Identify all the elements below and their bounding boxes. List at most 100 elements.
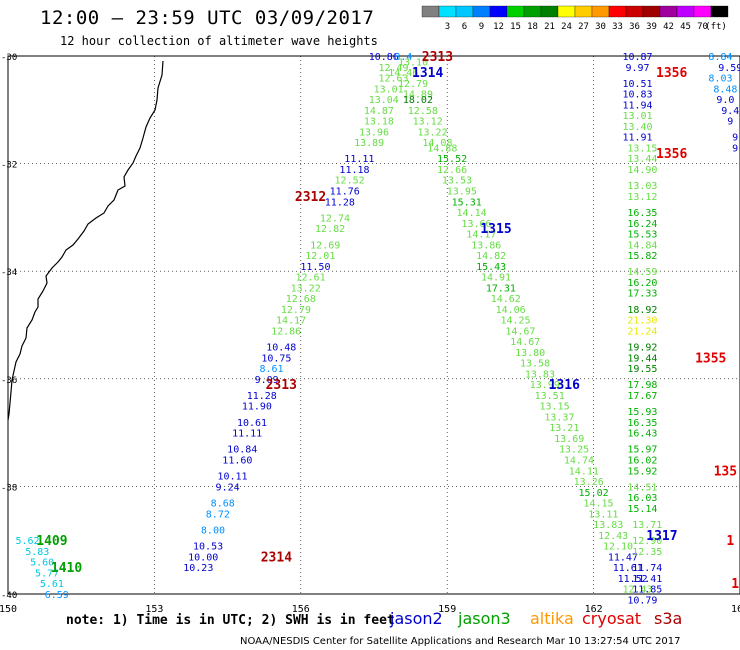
wave-height-value: 17.98 [627, 380, 657, 391]
wave-height-value: 8.68 [211, 499, 235, 510]
legend-swatch [557, 5, 576, 18]
wave-height-value: 17.31 [486, 283, 516, 294]
legend-label: 39 [646, 22, 657, 32]
legend-label: 70 [697, 22, 708, 32]
wave-height-value: 15.02 [579, 488, 609, 499]
wave-height-value: 10.61 [237, 418, 267, 429]
wave-height-value: 16.35 [627, 208, 657, 219]
wave-height-value: 13.80 [515, 348, 545, 359]
wave-height-value: 13.01 [374, 84, 404, 95]
wave-height-value: 9.4 [721, 106, 739, 117]
y-tick-label: -34 [1, 268, 17, 278]
wave-height-value: 14.08 [422, 138, 452, 149]
wave-height-value: 6.59 [45, 590, 69, 601]
wave-height-value: 8.4 [394, 52, 412, 63]
wave-height-value: 14.87 [364, 106, 394, 117]
wave-height-value: 14.88 [427, 143, 457, 154]
wave-height-value: 14.25 [500, 316, 530, 327]
y-tick-label: -40 [1, 591, 17, 601]
wave-height-value: 9 [732, 143, 738, 154]
wave-height-value: 15.82 [627, 251, 657, 262]
wave-height-value: 19.92 [627, 343, 657, 354]
legend-swatch [625, 5, 644, 18]
legend-swatch [540, 5, 559, 18]
pass-time-label: 2313 [422, 50, 453, 65]
wave-height-value: 9.24 [216, 482, 240, 493]
wave-height-value: 13.83 [593, 520, 623, 531]
page-subtitle: 12 hour collection of altimeter wave hei… [60, 34, 378, 48]
wave-height-value: 13.96 [359, 127, 389, 138]
wave-height-value: 16.20 [627, 278, 657, 289]
pass-time-label: 135 [714, 464, 737, 479]
wave-height-value: 15.52 [437, 154, 467, 165]
legend-swatch [574, 5, 593, 18]
wave-height-value: 5.62 [15, 536, 39, 547]
legend-label: 6 [462, 22, 467, 32]
tick-labels: 150 153 156 159 162 165 -30 -32 -34 -36 -38 -40 [0, 53, 740, 615]
wave-height-value: 12.10 [603, 542, 633, 553]
pass-time-label: 1355 [695, 351, 726, 366]
wave-height-value: 12.79 [398, 79, 428, 90]
legend-swatch [455, 5, 474, 18]
pass-time-label: 1356 [656, 66, 687, 81]
legend-label: 3 [445, 22, 450, 32]
legend-label: 15 [510, 22, 521, 32]
wave-height-value: 18.02 [403, 95, 433, 106]
credit-line: NOAA/NESDIS Center for Satellite Applica… [240, 636, 681, 647]
wave-height-value: 10.86 [369, 52, 399, 63]
legend-label: 42 [663, 22, 674, 32]
wave-height-value: 10.53 [193, 542, 223, 553]
wave-height-value: 13.03 [627, 181, 657, 192]
wave-height-value: 13.12 [627, 192, 657, 203]
satellite-name: s3a [654, 609, 683, 628]
wave-height-value: 14.11 [569, 466, 599, 477]
wave-height-value: 12.66 [437, 165, 467, 176]
legend-swatch [421, 5, 440, 18]
legend-swatch [438, 5, 457, 18]
wave-height-value: 12.82 [315, 224, 345, 235]
wave-height-value: 13.83 [525, 369, 555, 380]
wave-height-value: 13.40 [622, 122, 652, 133]
wave-height-value: 8.00 [201, 525, 225, 536]
legend-label: 33 [612, 22, 623, 32]
wave-height-value: 10.83 [622, 90, 652, 101]
wave-height-value: 14.67 [505, 326, 535, 337]
satellite-name: altika [530, 609, 574, 628]
legend-label: 45 [680, 22, 691, 32]
wave-height-value: 15.97 [627, 445, 657, 456]
wave-height-value: 5.61 [40, 579, 64, 590]
wave-height-value: 11.47 [608, 552, 638, 563]
wave-height-value: 9.09 [255, 375, 279, 386]
legend-unit: (ft) [705, 22, 727, 32]
grid-lines [8, 56, 740, 594]
wave-height-value: 13.22 [291, 283, 321, 294]
legend-label: 36 [629, 22, 640, 32]
wave-height-value: 10.79 [627, 595, 657, 606]
wave-height-value: 21.30 [627, 316, 657, 327]
legend-label: 9 [479, 22, 484, 32]
wave-height-value: 14.15 [583, 499, 613, 510]
wave-height-value: 19.44 [627, 353, 657, 364]
wave-height-value: 14.51 [627, 482, 657, 493]
wave-height-value: 12.68 [286, 294, 316, 305]
wave-height-value: 12.86 [271, 326, 301, 337]
wave-height-value: 13.53 [442, 176, 472, 187]
wave-height-value: 17.67 [627, 391, 657, 402]
wave-height-value: 10.84 [227, 445, 257, 456]
pass-time-label: 1316 [549, 378, 580, 393]
wave-height-value: 13.11 [588, 509, 618, 520]
wave-height-value: 13.71 [632, 520, 662, 531]
wave-height-value: 11.18 [339, 165, 369, 176]
legend-label: 27 [578, 22, 589, 32]
wave-height-value: 16.43 [627, 429, 657, 440]
wave-height-value: 12.43 [598, 531, 628, 542]
wave-height-value: 14.82 [476, 251, 506, 262]
wave-height-value: 15.92 [627, 466, 657, 477]
wave-height-value: 13.99 [530, 380, 560, 391]
wave-height-value: 16.35 [627, 418, 657, 429]
wave-height-value: 13.15 [627, 143, 657, 154]
pass-time-label: 1317 [646, 529, 677, 544]
wave-height-value: 15.14 [627, 504, 657, 515]
